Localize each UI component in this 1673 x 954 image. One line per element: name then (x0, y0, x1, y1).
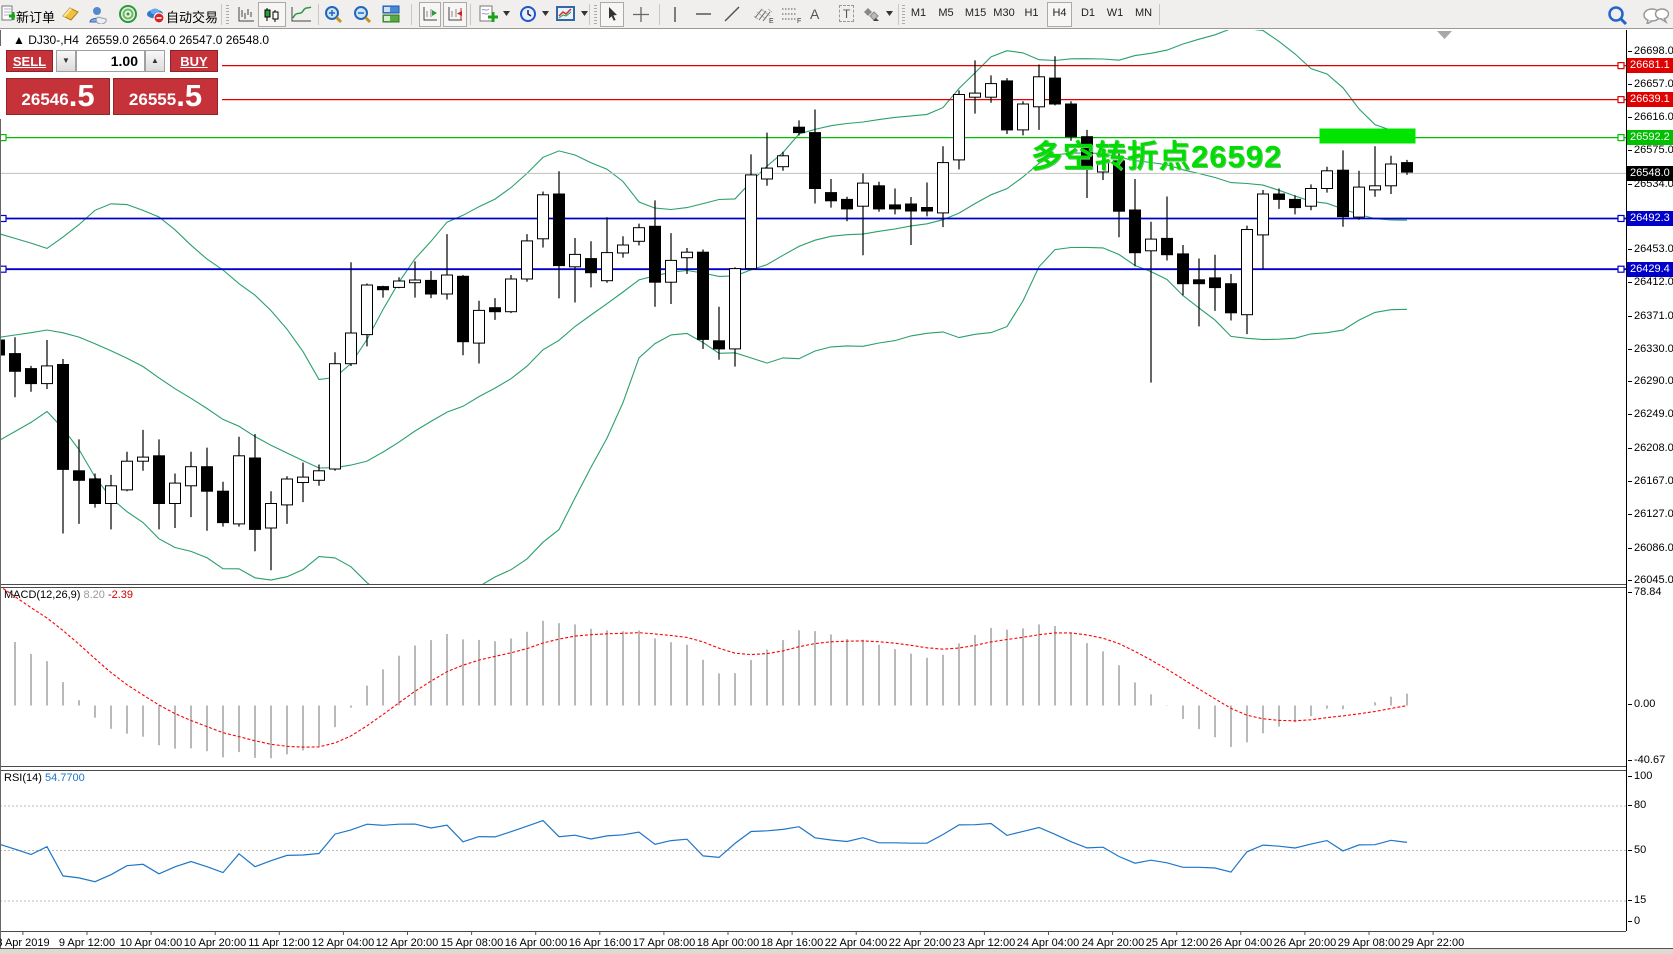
svg-text:F: F (797, 18, 801, 24)
svg-text:E: E (769, 18, 774, 24)
